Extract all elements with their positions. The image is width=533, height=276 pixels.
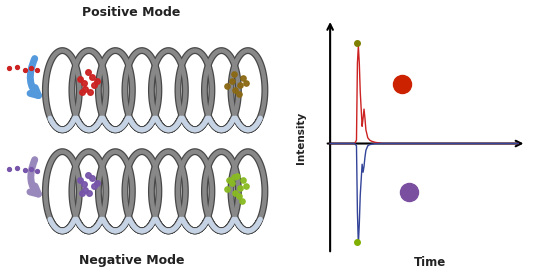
Text: Negative Mode: Negative Mode	[78, 254, 184, 267]
FancyArrowPatch shape	[30, 59, 38, 95]
FancyArrowPatch shape	[30, 160, 38, 194]
Text: Intensity: Intensity	[296, 112, 306, 164]
Text: Positive Mode: Positive Mode	[82, 6, 181, 19]
Text: Time: Time	[414, 256, 446, 269]
